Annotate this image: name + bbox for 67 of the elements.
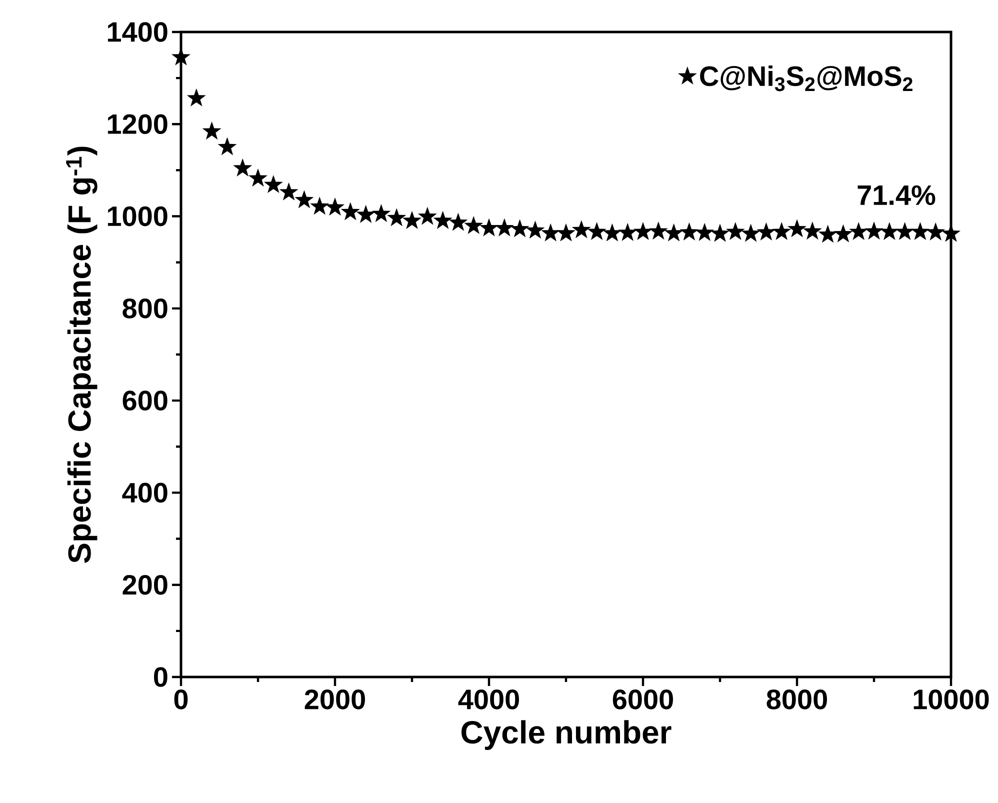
point: [787, 219, 807, 238]
y-tick-label: 1400: [108, 22, 168, 42]
y-tick-label: 400: [122, 482, 168, 503]
x-tick-label: 0: [174, 690, 188, 710]
y-tick-label: 800: [122, 298, 168, 318]
point: [864, 221, 884, 240]
point: [202, 122, 222, 140]
point: [325, 198, 345, 216]
point: [834, 224, 853, 242]
point: [356, 204, 376, 223]
point: [218, 137, 237, 156]
point: [664, 223, 684, 242]
y-tick-label: 1200: [108, 114, 168, 134]
point: [895, 222, 914, 240]
x-tick-label: 2000: [304, 690, 365, 710]
x-tick-label: 6000: [612, 690, 673, 710]
point: [340, 202, 360, 220]
point: [648, 221, 668, 240]
point: [618, 222, 638, 241]
point: [910, 222, 930, 240]
point: [541, 223, 560, 242]
point: [680, 222, 699, 240]
point: [633, 222, 653, 240]
point: [818, 224, 838, 243]
point: [710, 224, 730, 242]
point: [572, 220, 591, 238]
y-tick-label: 0: [154, 667, 168, 687]
point: [741, 224, 760, 242]
point: [849, 222, 868, 240]
point: [248, 168, 268, 187]
x-tick-label: 10000: [914, 690, 989, 710]
point: [587, 222, 606, 240]
y-tick-label: 600: [122, 390, 168, 410]
y-tick-label: 200: [122, 574, 168, 595]
point: [802, 221, 822, 240]
point: [433, 210, 452, 229]
point: [602, 223, 622, 242]
point: [294, 190, 314, 208]
x-tick-label: 8000: [766, 690, 827, 710]
point: [726, 222, 745, 240]
point: [526, 220, 545, 239]
y-tick-label: 1000: [108, 206, 168, 226]
point: [186, 88, 206, 106]
point: [233, 158, 252, 176]
point: [264, 174, 283, 194]
point: [310, 196, 330, 215]
point: [402, 210, 422, 229]
point: [479, 218, 499, 236]
point: [387, 208, 406, 226]
point: [279, 182, 298, 200]
annotation: 71.4%: [858, 185, 936, 206]
point: [510, 219, 530, 238]
point: [880, 222, 899, 240]
legend-label: C@Ni$_{3}$S$_{2}$@MoS$_{2}$: [700, 66, 912, 92]
x-tick-label: 4000: [458, 690, 519, 710]
x-axis-title: Cycle number: [462, 720, 672, 750]
point: [464, 216, 484, 234]
point: [418, 206, 437, 225]
point: [372, 204, 391, 222]
point: [756, 222, 776, 240]
point: [494, 218, 514, 236]
y-axis-title: Specific Capacitance (F g$^{-1}$): [66, 146, 98, 563]
point: [695, 222, 714, 241]
point: [926, 222, 946, 240]
point: [556, 223, 576, 242]
point: [772, 222, 792, 240]
point: [448, 212, 468, 231]
